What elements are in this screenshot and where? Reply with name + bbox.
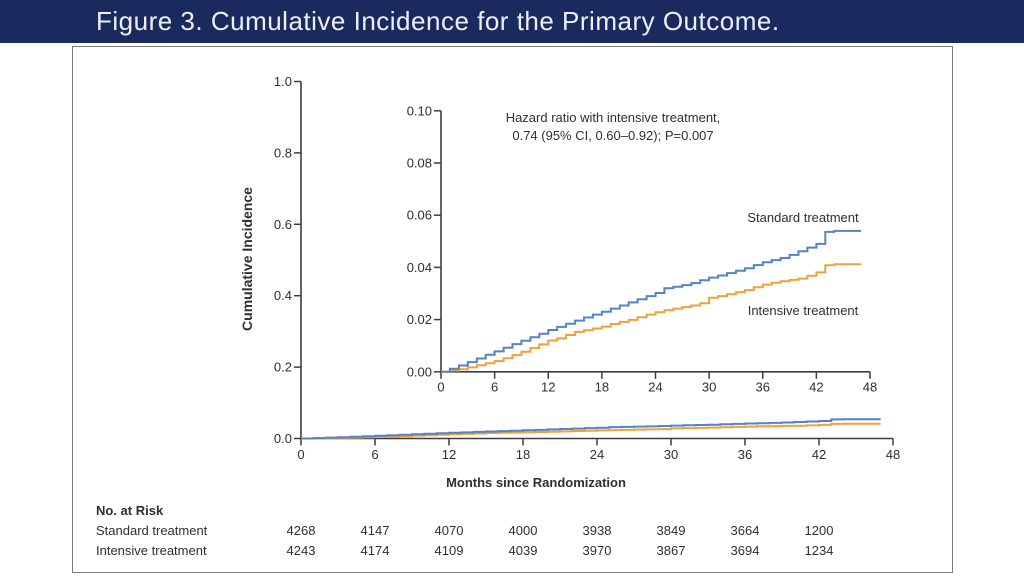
risk-count: 4268 — [286, 523, 316, 538]
risk-count: 4174 — [360, 543, 390, 558]
main-x-tick-label: 36 — [738, 447, 752, 462]
risk-row-label-intensive: Intensive treatment — [96, 543, 207, 558]
main-x-tick-label: 18 — [516, 447, 530, 462]
inset-x-tick-label: 0 — [437, 379, 444, 394]
risk-count: 3694 — [730, 543, 760, 558]
inset-x-tick-label: 30 — [702, 379, 716, 394]
inset-x-tick-label: 36 — [756, 379, 770, 394]
hazard-ratio-annotation-line2: 0.74 (95% CI, 0.60–0.92); P=0.007 — [512, 127, 714, 143]
risk-count: 4070 — [434, 523, 464, 538]
x-axis-label: Months since Randomization — [446, 475, 626, 490]
main-x-tick-label: 42 — [812, 447, 826, 462]
inset-x-tick-label: 42 — [809, 379, 823, 394]
risk-count: 4243 — [286, 543, 316, 558]
risk-count: 3664 — [730, 523, 760, 538]
series-label-intensive-treatment: Intensive treatment — [747, 303, 859, 318]
main-y-tick-label: 0.4 — [274, 288, 292, 303]
standard-treatment-curve-main — [301, 418, 881, 440]
risk-count: 4147 — [360, 523, 390, 538]
risk-count: 4000 — [508, 523, 538, 538]
main-x-tick-label: 48 — [886, 447, 900, 462]
main-y-tick-label: 1.0 — [274, 74, 292, 89]
inset-x-tick-label: 48 — [863, 379, 877, 394]
main-y-tick-label: 0.0 — [274, 431, 292, 446]
risk-count: 3867 — [656, 543, 686, 558]
main-x-tick-label: 24 — [590, 447, 604, 462]
risk-count: 1234 — [804, 543, 834, 558]
main-x-tick-label: 12 — [442, 447, 456, 462]
risk-count: 3970 — [582, 543, 612, 558]
inset-y-tick-label: 0.10 — [407, 103, 432, 118]
risk-table-header: No. at Risk — [96, 503, 164, 518]
main-y-tick-label: 0.6 — [274, 217, 292, 232]
hazard-ratio-annotation-line1: Hazard ratio with intensive treatment, — [505, 110, 721, 125]
risk-row-label-standard: Standard treatment — [96, 523, 208, 538]
main-x-tick-label: 30 — [664, 447, 678, 462]
inset-y-tick-label: 0.00 — [407, 364, 432, 379]
inset-x-tick-label: 6 — [491, 379, 498, 394]
inset-x-tick-label: 12 — [541, 379, 555, 394]
risk-count: 3938 — [582, 523, 612, 538]
inset-y-tick-label: 0.06 — [407, 208, 432, 223]
intensive-treatment-curve-inset — [441, 263, 862, 373]
inset-y-tick-label: 0.02 — [407, 312, 432, 327]
figure-title: Figure 3. Cumulative Incidence for the P… — [96, 6, 780, 36]
main-y-tick-label: 0.8 — [274, 145, 292, 160]
standard-treatment-curve-inset — [441, 229, 862, 373]
figure-panel — [72, 46, 953, 573]
main-x-tick-label: 0 — [297, 447, 304, 462]
series-label-standard-treatment: Standard treatment — [747, 210, 859, 225]
main-y-tick-label: 0.2 — [274, 360, 292, 375]
y-axis-label: Cumulative Incidence — [239, 187, 255, 331]
inset-x-tick-label: 18 — [595, 379, 609, 394]
figure-title-bar: Figure 3. Cumulative Incidence for the P… — [0, 0, 1024, 43]
main-x-tick-label: 6 — [371, 447, 378, 462]
risk-count: 4039 — [508, 543, 538, 558]
risk-count: 1200 — [804, 523, 834, 538]
inset-x-tick-label: 24 — [648, 379, 662, 394]
risk-count: 3849 — [656, 523, 686, 538]
intensive-treatment-curve-main — [301, 422, 881, 440]
inset-y-tick-label: 0.08 — [407, 156, 432, 171]
risk-count: 4109 — [434, 543, 464, 558]
inset-y-tick-label: 0.04 — [407, 260, 432, 275]
hazard-ratio-annotation: Hazard ratio with intensive treatment, 0… — [433, 109, 793, 144]
